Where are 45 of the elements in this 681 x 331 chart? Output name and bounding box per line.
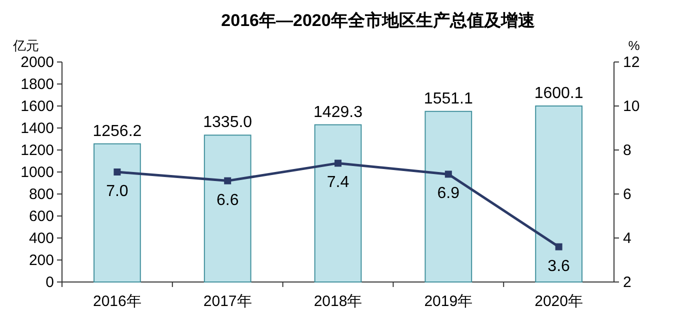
- y-tick-label: 1200: [20, 142, 54, 159]
- point: [444, 170, 452, 178]
- x-tick-label: 2018年: [314, 293, 362, 310]
- y2-tick-label: 2: [623, 274, 632, 291]
- y2-tick-label: 8: [623, 142, 632, 159]
- y2-tick-label: 12: [623, 54, 640, 71]
- y-tick-label: 2000: [20, 54, 54, 71]
- data-label: 1600.1: [534, 84, 584, 102]
- x-tick-label: 2017年: [203, 293, 252, 310]
- data-label: 7.4: [326, 174, 350, 192]
- y-tick-label: 400: [28, 230, 54, 247]
- bar: [424, 110, 472, 282]
- y-tick-label: 0: [46, 274, 54, 291]
- y2-tick-label: 4: [623, 230, 632, 247]
- y-tick-label: 1000: [20, 164, 54, 181]
- bar: [94, 143, 141, 282]
- x-tick-label: 2020年: [534, 293, 583, 310]
- data-label: 1335.0: [203, 114, 252, 132]
- data-label: 1256.2: [92, 122, 142, 140]
- y-tick-label: 600: [28, 208, 54, 225]
- data-label: 6.6: [216, 192, 239, 209]
- point: [114, 168, 121, 176]
- data-label: 3.6: [548, 258, 570, 275]
- y-axis-title: 亿元: [12, 38, 39, 53]
- data-label: 1551.1: [424, 90, 473, 108]
- bar: [535, 105, 582, 282]
- point: [555, 243, 562, 250]
- y-tick-label: 1800: [20, 76, 54, 93]
- bar: [204, 134, 252, 282]
- point: [334, 160, 342, 167]
- x-tick-label: 2016年: [93, 293, 142, 310]
- y2-tick-label: 10: [623, 98, 640, 115]
- y2-tick-label: 6: [623, 186, 632, 203]
- data-label: 1429.3: [314, 104, 363, 121]
- y-tick-label: 1600: [20, 98, 54, 115]
- bar: [314, 124, 362, 282]
- point: [224, 177, 232, 184]
- chart-title: 2016年—2020年全市地区生产总值及增速: [221, 11, 535, 30]
- y-tick-label: 200: [28, 252, 54, 269]
- x-tick-label: 2019年: [424, 293, 473, 310]
- data-label: 7.0: [106, 183, 128, 200]
- y2-axis-title: %: [628, 38, 640, 53]
- y-tick-label: 800: [28, 186, 54, 203]
- y-tick-label: 1400: [20, 120, 54, 137]
- data-label: 6.9: [437, 185, 460, 202]
